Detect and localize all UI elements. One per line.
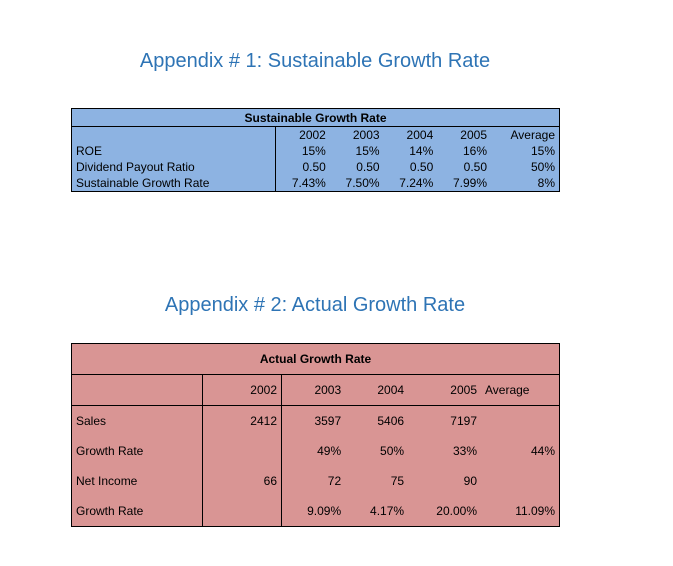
table-cell: 72 bbox=[327, 474, 342, 488]
table-cell: 49% bbox=[317, 444, 342, 458]
column-header: 2003 bbox=[281, 374, 346, 406]
header-blank-cell bbox=[71, 126, 276, 143]
table-cell: 50% bbox=[380, 444, 405, 458]
table-cell: 0.50 bbox=[302, 160, 326, 174]
column-header: Average bbox=[481, 374, 560, 406]
row-label: Sustainable Growth Rate bbox=[71, 175, 276, 192]
table-cell: 15% bbox=[301, 144, 326, 158]
table-cell: 75 bbox=[390, 474, 405, 488]
table-cell: 20.00% bbox=[436, 504, 477, 518]
appendix-1-heading: Appendix # 1: Sustainable Growth Rate bbox=[139, 50, 491, 72]
column-header: 2005 bbox=[460, 128, 487, 142]
table-cell: 44% bbox=[530, 444, 555, 458]
table-cell: 8% bbox=[537, 176, 555, 190]
table-cell: 0.50 bbox=[463, 160, 487, 174]
table-title: Sustainable Growth Rate bbox=[71, 108, 560, 127]
table-cell: 0.50 bbox=[356, 160, 380, 174]
sustainable-growth-rate-table: Sustainable Growth Rate 2002 2003 2004 2… bbox=[71, 108, 560, 192]
row-label: Net Income bbox=[71, 466, 203, 496]
table-header-row: 2002 2003 2004 2005 Average bbox=[71, 374, 560, 406]
table-row: ROE 15% 15% 14% 16% 15% bbox=[71, 143, 560, 159]
column-header: 2004 bbox=[406, 128, 434, 142]
table-cell: 0.50 bbox=[409, 160, 434, 174]
table-cell: 90 bbox=[463, 474, 477, 488]
row-label: Dividend Payout Ratio bbox=[71, 159, 276, 175]
table-cell: 3597 bbox=[314, 414, 342, 428]
table-title-row: Sustainable Growth Rate bbox=[71, 108, 560, 127]
table-cell: 66 bbox=[202, 466, 282, 496]
row-label: ROE bbox=[71, 143, 276, 159]
table-row: Growth Rate 49% 50% 33% 44% bbox=[71, 436, 560, 466]
table-cell: 4.17% bbox=[370, 504, 405, 518]
column-header: 2005 bbox=[408, 374, 481, 406]
table-row: Net Income 66 72 75 90 bbox=[71, 466, 560, 496]
column-header: 2002 bbox=[299, 128, 326, 142]
table-cell: 2412 bbox=[202, 405, 282, 436]
table-cell bbox=[481, 406, 560, 437]
row-label: Growth Rate bbox=[71, 496, 203, 527]
table-cell: 15% bbox=[355, 144, 380, 158]
appendix-2-heading: Appendix # 2: Actual Growth Rate bbox=[164, 294, 466, 316]
table-cell: 7.24% bbox=[399, 176, 434, 190]
table-cell: 11.09% bbox=[515, 504, 555, 518]
table-row: Dividend Payout Ratio 0.50 0.50 0.50 0.5… bbox=[71, 159, 560, 175]
table-cell: 14% bbox=[409, 144, 434, 158]
table-cell: 5406 bbox=[377, 414, 405, 428]
table-cell: 15% bbox=[530, 144, 555, 158]
column-header: 2003 bbox=[352, 128, 380, 142]
table-row: Sales 2412 3597 5406 7197 bbox=[71, 405, 560, 437]
table-cell: 7.43% bbox=[291, 176, 326, 190]
column-header: Average bbox=[510, 128, 555, 142]
header-blank-cell bbox=[71, 374, 203, 406]
table-cell: 16% bbox=[462, 144, 487, 158]
table-cell: 9.09% bbox=[307, 504, 342, 518]
table-cell: 7.50% bbox=[345, 176, 380, 190]
table-cell: 7.99% bbox=[452, 176, 487, 190]
table-cell: 7197 bbox=[450, 414, 477, 428]
column-header: 2004 bbox=[345, 374, 409, 406]
actual-growth-rate-table: Actual Growth Rate 2002 2003 2004 2005 A… bbox=[71, 343, 560, 527]
table-row: Growth Rate 9.09% 4.17% 20.00% 11.09% bbox=[71, 496, 560, 527]
table-row: Sustainable Growth Rate 7.43% 7.50% 7.24… bbox=[71, 175, 560, 192]
table-cell: 50% bbox=[530, 160, 555, 174]
table-cell bbox=[202, 496, 282, 527]
table-title: Actual Growth Rate bbox=[71, 343, 560, 375]
table-cell: 33% bbox=[452, 444, 477, 458]
table-title-row: Actual Growth Rate bbox=[71, 343, 560, 375]
table-cell bbox=[202, 436, 282, 466]
table-header-row: 2002 2003 2004 2005 Average bbox=[71, 126, 560, 143]
row-label: Sales bbox=[71, 405, 203, 436]
table-cell bbox=[481, 466, 560, 496]
column-header: 2002 bbox=[202, 374, 282, 406]
row-label: Growth Rate bbox=[71, 436, 203, 466]
